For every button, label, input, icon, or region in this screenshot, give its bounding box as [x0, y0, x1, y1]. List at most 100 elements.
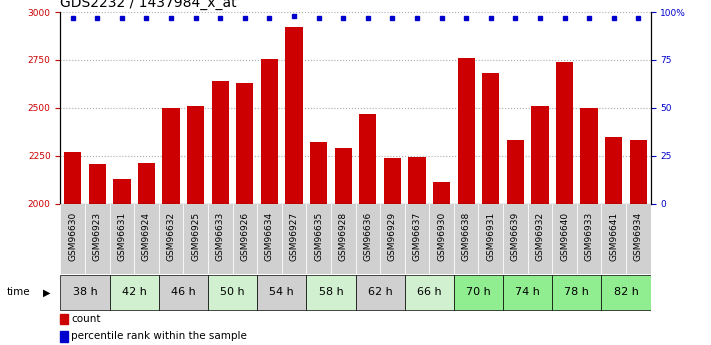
- Text: 50 h: 50 h: [220, 287, 245, 297]
- Bar: [384, 158, 401, 345]
- FancyBboxPatch shape: [109, 204, 134, 274]
- FancyBboxPatch shape: [257, 204, 282, 274]
- Bar: [212, 81, 229, 345]
- Text: GSM96928: GSM96928: [338, 212, 348, 261]
- Text: GSM96639: GSM96639: [510, 212, 520, 261]
- Bar: [531, 106, 548, 345]
- Text: GSM96929: GSM96929: [388, 212, 397, 261]
- FancyBboxPatch shape: [159, 275, 208, 310]
- FancyBboxPatch shape: [552, 275, 602, 310]
- Text: GSM96925: GSM96925: [191, 212, 201, 261]
- Bar: [408, 157, 426, 345]
- Text: 42 h: 42 h: [122, 287, 146, 297]
- Bar: [482, 73, 499, 345]
- Text: GSM96933: GSM96933: [584, 212, 594, 261]
- FancyBboxPatch shape: [257, 275, 306, 310]
- FancyBboxPatch shape: [503, 275, 552, 310]
- Text: ▶: ▶: [43, 287, 50, 297]
- Bar: [458, 58, 475, 345]
- Bar: [261, 59, 278, 345]
- Bar: [580, 108, 598, 345]
- Bar: [507, 140, 524, 345]
- Text: GSM96635: GSM96635: [314, 212, 323, 261]
- Text: 46 h: 46 h: [171, 287, 196, 297]
- Text: time: time: [7, 287, 31, 297]
- FancyBboxPatch shape: [626, 204, 651, 274]
- Text: 38 h: 38 h: [73, 287, 97, 297]
- Text: 82 h: 82 h: [614, 287, 638, 297]
- FancyBboxPatch shape: [577, 204, 602, 274]
- Bar: [556, 62, 573, 345]
- Text: 78 h: 78 h: [565, 287, 589, 297]
- Text: GSM96640: GSM96640: [560, 212, 569, 261]
- Text: GSM96924: GSM96924: [142, 212, 151, 261]
- FancyBboxPatch shape: [232, 204, 257, 274]
- Text: GDS2232 / 1437984_x_at: GDS2232 / 1437984_x_at: [60, 0, 237, 10]
- Bar: [187, 106, 204, 345]
- Text: GSM96931: GSM96931: [486, 212, 496, 261]
- Bar: [60, 314, 68, 324]
- FancyBboxPatch shape: [602, 275, 651, 310]
- Text: GSM96632: GSM96632: [166, 212, 176, 261]
- Bar: [89, 164, 106, 345]
- Bar: [433, 183, 450, 345]
- Bar: [60, 331, 68, 342]
- Text: GSM96927: GSM96927: [289, 212, 299, 261]
- Text: count: count: [71, 314, 100, 324]
- FancyBboxPatch shape: [208, 204, 232, 274]
- Text: GSM96926: GSM96926: [240, 212, 250, 261]
- Text: GSM96634: GSM96634: [265, 212, 274, 261]
- FancyBboxPatch shape: [109, 275, 159, 310]
- Text: 70 h: 70 h: [466, 287, 491, 297]
- FancyBboxPatch shape: [60, 204, 85, 274]
- FancyBboxPatch shape: [356, 275, 405, 310]
- Text: GSM96638: GSM96638: [461, 212, 471, 261]
- FancyBboxPatch shape: [159, 204, 183, 274]
- FancyBboxPatch shape: [208, 275, 257, 310]
- FancyBboxPatch shape: [356, 204, 380, 274]
- FancyBboxPatch shape: [282, 204, 306, 274]
- FancyBboxPatch shape: [60, 275, 109, 310]
- Text: GSM96934: GSM96934: [634, 212, 643, 261]
- Bar: [64, 152, 81, 345]
- FancyBboxPatch shape: [306, 204, 331, 274]
- Bar: [236, 83, 253, 345]
- Bar: [359, 114, 376, 345]
- Bar: [285, 27, 303, 345]
- FancyBboxPatch shape: [602, 204, 626, 274]
- FancyBboxPatch shape: [306, 275, 356, 310]
- FancyBboxPatch shape: [552, 204, 577, 274]
- FancyBboxPatch shape: [429, 204, 454, 274]
- FancyBboxPatch shape: [454, 204, 479, 274]
- Text: GSM96636: GSM96636: [363, 212, 373, 261]
- Text: GSM96631: GSM96631: [117, 212, 127, 261]
- Text: 62 h: 62 h: [368, 287, 392, 297]
- FancyBboxPatch shape: [85, 204, 109, 274]
- Bar: [113, 179, 131, 345]
- Bar: [310, 142, 327, 345]
- FancyBboxPatch shape: [503, 204, 528, 274]
- FancyBboxPatch shape: [528, 204, 552, 274]
- Bar: [630, 140, 647, 345]
- Bar: [335, 148, 352, 345]
- FancyBboxPatch shape: [405, 275, 454, 310]
- FancyBboxPatch shape: [405, 204, 429, 274]
- Text: 66 h: 66 h: [417, 287, 442, 297]
- Text: GSM96641: GSM96641: [609, 212, 618, 261]
- Bar: [605, 137, 622, 345]
- Bar: [138, 163, 155, 345]
- Text: 54 h: 54 h: [269, 287, 294, 297]
- Text: 74 h: 74 h: [515, 287, 540, 297]
- Text: percentile rank within the sample: percentile rank within the sample: [71, 332, 247, 341]
- FancyBboxPatch shape: [134, 204, 159, 274]
- Text: GSM96633: GSM96633: [215, 212, 225, 261]
- FancyBboxPatch shape: [380, 204, 405, 274]
- Text: GSM96923: GSM96923: [93, 212, 102, 261]
- FancyBboxPatch shape: [183, 204, 208, 274]
- Text: GSM96630: GSM96630: [68, 212, 77, 261]
- FancyBboxPatch shape: [331, 204, 356, 274]
- FancyBboxPatch shape: [479, 204, 503, 274]
- FancyBboxPatch shape: [454, 275, 503, 310]
- Text: 58 h: 58 h: [319, 287, 343, 297]
- Text: GSM96637: GSM96637: [412, 212, 422, 261]
